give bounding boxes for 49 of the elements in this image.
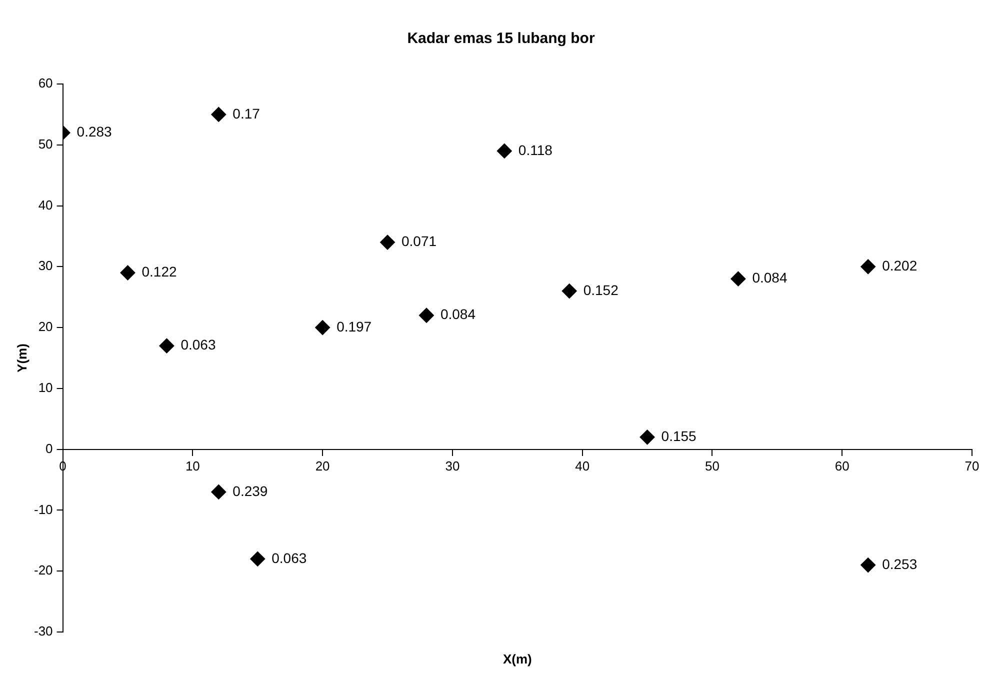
annotation: 0.122 — [142, 264, 177, 280]
x-axis-title: X(m) — [502, 652, 532, 667]
point — [211, 106, 226, 122]
point — [380, 234, 396, 250]
x-tick-label: 10 — [185, 458, 200, 474]
chart-title: Kadar emas 15 lubang bor — [407, 30, 595, 48]
point — [211, 484, 226, 500]
annotation: 0.118 — [518, 142, 553, 158]
annotation: 0.202 — [882, 258, 918, 274]
y-tick-label: -10 — [34, 502, 53, 517]
point — [418, 308, 434, 323]
y-tick-label: -30 — [34, 624, 53, 639]
point — [730, 271, 746, 286]
y-tick-label: 50 — [38, 136, 53, 152]
y-tick-label: 20 — [38, 319, 53, 334]
y-axis-title: Y(m) — [14, 344, 30, 372]
annotation: 0.071 — [402, 233, 437, 250]
annotation: 0.17 — [232, 105, 260, 122]
y-tick-label: 40 — [38, 197, 53, 212]
point — [159, 338, 174, 354]
point — [640, 430, 655, 445]
point — [496, 143, 512, 158]
x-tick-label: 50 — [704, 458, 720, 474]
y-tick-label: 30 — [38, 258, 53, 274]
point — [120, 265, 136, 280]
annotation: 0.084 — [440, 306, 476, 322]
annotation: 0.152 — [583, 282, 619, 298]
x-tick-label: 30 — [445, 458, 460, 474]
annotation: 0.063 — [180, 336, 216, 353]
point — [860, 259, 876, 274]
annotation: 0.253 — [882, 556, 918, 572]
point — [315, 320, 330, 336]
x-tick-label: 60 — [834, 458, 850, 474]
y-tick-label: 10 — [38, 380, 53, 396]
annotation: 0.155 — [661, 428, 697, 444]
annotation: 0.283 — [76, 124, 112, 140]
point — [562, 284, 577, 299]
x-tick-label: 70 — [964, 458, 980, 474]
annotation: 0.063 — [272, 550, 307, 566]
annotation: 0.239 — [232, 482, 268, 499]
annotation: 0.084 — [752, 270, 788, 286]
x-tick-label: 20 — [315, 458, 330, 474]
y-tick-label: 0 — [46, 440, 53, 456]
y-tick-label: 60 — [38, 76, 53, 91]
annotation: 0.197 — [336, 318, 372, 334]
point — [860, 558, 876, 573]
x-tick-label: 40 — [575, 458, 590, 474]
y-tick-label: -20 — [34, 562, 53, 578]
point — [250, 551, 266, 566]
